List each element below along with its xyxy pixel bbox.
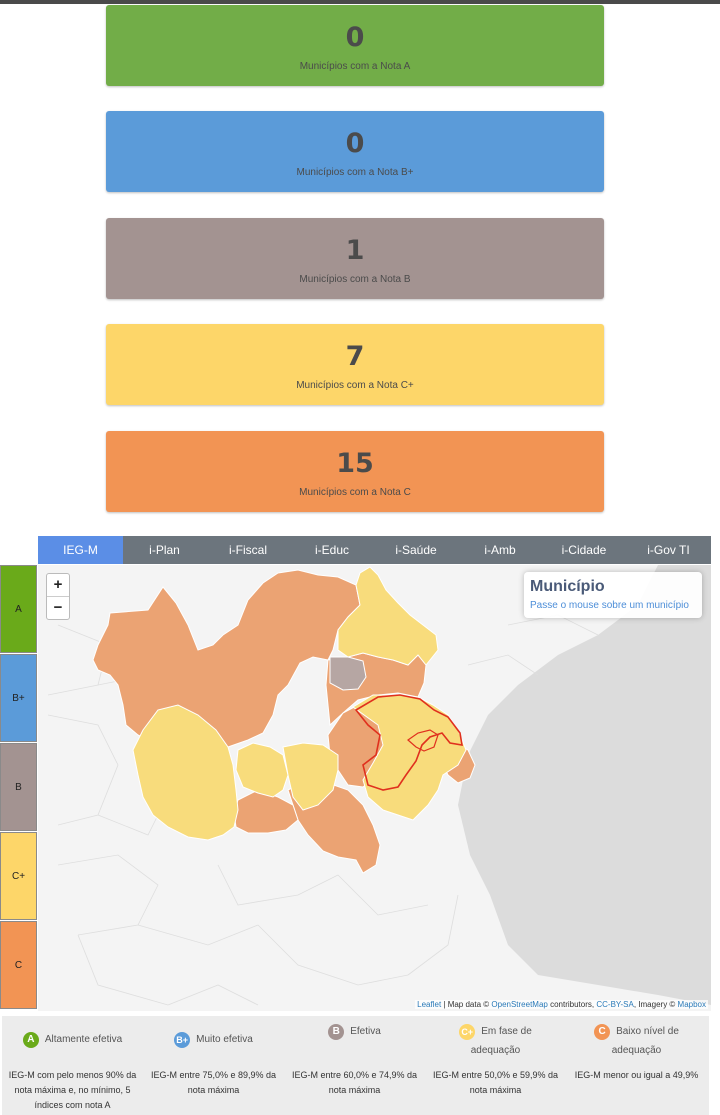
legend-description: IEG-M entre 50,0% e 59,9% da nota máxima bbox=[432, 1070, 559, 1095]
legend-name: Em fase de adequação bbox=[470, 1026, 532, 1056]
legend-item-cplus: C+ Em fase de adequação IEG-M entre 50,0%… bbox=[425, 1016, 566, 1115]
legend-cell-b[interactable]: B bbox=[0, 743, 37, 831]
license-link[interactable]: CC-BY-SA bbox=[596, 1000, 634, 1009]
index-tabs: IEG-M i-Plan i-Fiscal i-Educ i-Saúde i-A… bbox=[38, 536, 711, 564]
legend-item-a: A Altamente efetiva IEG-M com pelo menos … bbox=[2, 1016, 143, 1115]
legend-item-bplus: B+ Muito efetiva IEG-M entre 75,0% e 89,9… bbox=[143, 1016, 284, 1115]
tab-ieg-m[interactable]: IEG-M bbox=[38, 536, 123, 564]
card-label: Municípios com a Nota B+ bbox=[296, 167, 414, 178]
grade-c-badge-icon: C bbox=[594, 1024, 611, 1040]
card-nota-bplus: 0 Municípios com a Nota B+ bbox=[106, 111, 604, 192]
zoom-control: + − bbox=[46, 573, 70, 620]
card-label: Municípios com a Nota B bbox=[299, 274, 411, 285]
legend-item-b: B Efetiva IEG-M entre 60,0% e 74,9% da no… bbox=[284, 1016, 425, 1115]
legend-name: Efetiva bbox=[350, 1026, 381, 1037]
card-count: 15 bbox=[336, 448, 374, 479]
card-count: 7 bbox=[345, 341, 365, 372]
card-nota-a: 0 Municípios com a Nota A bbox=[106, 5, 604, 86]
legend-description: IEG-M entre 75,0% e 89,9% da nota máxima bbox=[150, 1070, 277, 1095]
top-bar bbox=[0, 0, 720, 4]
card-nota-c: 15 Municípios com a Nota C bbox=[106, 431, 604, 512]
legend-description: IEG-M entre 60,0% e 74,9% da nota máxima bbox=[291, 1070, 418, 1095]
grade-bplus-badge-icon: B+ bbox=[174, 1032, 191, 1048]
card-label: Municípios com a Nota C bbox=[299, 487, 411, 498]
card-count: 0 bbox=[345, 22, 365, 53]
grade-a-badge-icon: A bbox=[22, 1032, 39, 1048]
legend-cell-a[interactable]: A bbox=[0, 565, 37, 653]
tab-i-amb[interactable]: i-Amb bbox=[484, 543, 516, 557]
attribution-text: | Map data © bbox=[441, 1000, 492, 1009]
map-canvas bbox=[38, 565, 711, 1011]
bottom-legend: A Altamente efetiva IEG-M com pelo menos … bbox=[2, 1016, 709, 1115]
legend-name: Muito efetiva bbox=[196, 1034, 253, 1045]
grade-cplus-badge-icon: C+ bbox=[459, 1024, 476, 1040]
attribution-text: , Imagery © bbox=[633, 1000, 678, 1009]
grade-b-badge-icon: B bbox=[328, 1024, 345, 1040]
legend-description: IEG-M menor ou igual a 49,9% bbox=[574, 1070, 699, 1080]
attribution-text: contributors, bbox=[547, 1000, 597, 1009]
legend-cell-bplus[interactable]: B+ bbox=[0, 654, 37, 742]
tab-i-plan[interactable]: i-Plan bbox=[149, 543, 180, 557]
zoom-in-button[interactable]: + bbox=[53, 576, 63, 593]
legend-description: IEG-M com pelo menos 90% da nota máxima … bbox=[8, 1070, 137, 1110]
legend-item-c: C Baixo nível de adequação IEG-M menor ou… bbox=[566, 1016, 707, 1115]
map-attribution: Leaflet | Map data © OpenStreetMap contr… bbox=[415, 1000, 708, 1009]
tab-i-gov-ti[interactable]: i-Gov TI bbox=[647, 543, 690, 557]
tab-i-cidade[interactable]: i-Cidade bbox=[561, 543, 607, 557]
card-count: 0 bbox=[345, 128, 365, 159]
card-nota-cplus: 7 Municípios com a Nota C+ bbox=[106, 324, 604, 405]
card-count: 1 bbox=[345, 235, 365, 266]
legend-cell-cplus[interactable]: C+ bbox=[0, 832, 37, 920]
leaflet-link[interactable]: Leaflet bbox=[417, 1000, 442, 1009]
tab-i-educ[interactable]: i-Educ bbox=[314, 543, 349, 557]
grade-legend-column: A B+ B C+ C bbox=[0, 565, 38, 1010]
info-title: Município bbox=[530, 578, 605, 595]
tab-i-saude[interactable]: i-Saúde bbox=[395, 543, 437, 557]
mapbox-link[interactable]: Mapbox bbox=[677, 1000, 706, 1009]
card-label: Municípios com a Nota A bbox=[299, 61, 411, 72]
municipio-info-box: Município Passe o mouse sobre um municíp… bbox=[524, 572, 702, 618]
map-view[interactable]: + − Município Passe o mouse sobre um mun… bbox=[38, 565, 711, 1011]
legend-cell-c[interactable]: C bbox=[0, 921, 37, 1009]
legend-name: Baixo nível de adequação bbox=[611, 1026, 679, 1056]
info-subtitle: Passe o mouse sobre um município bbox=[530, 600, 689, 611]
card-label: Municípios com a Nota C+ bbox=[296, 380, 414, 391]
tab-i-fiscal[interactable]: i-Fiscal bbox=[229, 543, 267, 557]
legend-name: Altamente efetiva bbox=[44, 1034, 123, 1045]
osm-link[interactable]: OpenStreetMap bbox=[491, 1000, 548, 1009]
card-nota-b: 1 Municípios com a Nota B bbox=[106, 218, 604, 299]
zoom-out-button[interactable]: − bbox=[47, 596, 69, 619]
